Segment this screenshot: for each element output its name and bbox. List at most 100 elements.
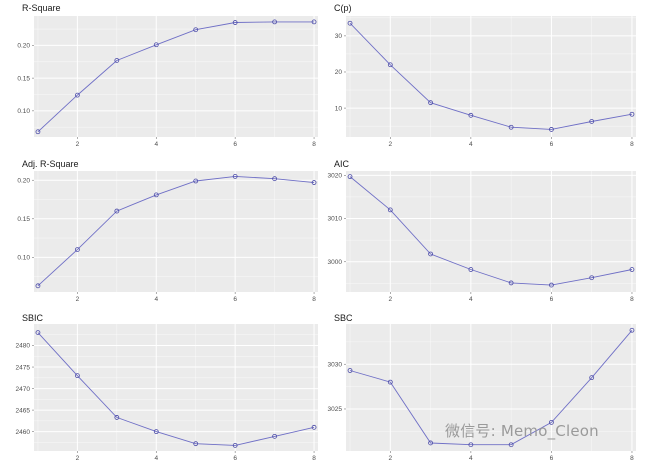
plot-panel [34,171,318,292]
data-point [35,330,41,336]
x-tick-label: 8 [630,455,634,462]
x-tick-label: 2 [76,141,80,148]
data-point [311,19,317,25]
x-tick-label: 2 [388,296,392,303]
data-point [114,415,120,420]
data-point [272,433,278,439]
y-tick-label: 0.20 [17,43,30,50]
data-point [549,282,554,288]
data-point [272,19,278,25]
data-point [114,208,120,214]
plot-panel [346,16,636,137]
chart-title: AIC [334,159,350,169]
y-tick-label: 0.10 [17,255,30,262]
data-point [589,119,595,124]
data-point [508,280,514,286]
data-point [74,92,80,98]
data-point [508,442,514,448]
data-point [232,173,238,179]
data-point [153,429,159,435]
x-tick-label: 6 [550,455,554,462]
data-point [387,379,393,385]
chart-title: Adj. R-Square [22,159,79,169]
chart-title: SBC [334,313,353,323]
y-tick-label: 2460 [16,429,31,436]
data-point [193,178,199,184]
y-tick-label: 0.10 [17,108,30,115]
series-line [37,175,315,287]
y-tick-label: 2475 [16,364,31,371]
data-point [153,192,159,198]
x-tick-label: 8 [312,141,316,148]
data-point [387,207,393,213]
x-tick-label: 8 [630,141,634,148]
x-tick-label: 2 [76,455,80,462]
data-point [387,62,393,68]
data-point [35,129,41,135]
y-tick-label: 3020 [328,173,343,180]
x-tick-label: 2 [76,296,80,303]
data-point [549,419,554,425]
y-tick-label: 10 [335,105,343,112]
y-tick-label: 3010 [328,216,343,223]
y-tick-label: 30 [335,33,343,40]
y-tick-label: 20 [335,69,343,76]
y-tick-label: 2465 [16,407,31,414]
x-tick-label: 6 [550,141,554,148]
series-line [349,176,633,286]
data-point [347,368,353,373]
x-tick-label: 4 [154,141,158,148]
y-tick-label: 2470 [16,386,31,393]
data-point [347,174,353,180]
x-tick-label: 2 [388,455,392,462]
chart-title: C(p) [334,3,352,13]
y-tick-label: 2480 [16,343,31,350]
data-point [549,127,554,132]
y-tick-label: 0.15 [17,216,30,223]
data-point [508,124,514,130]
y-tick-label: 3030 [328,361,343,368]
x-tick-label: 6 [233,141,237,148]
y-tick-label: 3000 [328,259,343,266]
series-line [349,22,633,130]
data-point [35,283,41,289]
data-point [74,247,80,253]
x-tick-label: 8 [630,296,634,303]
data-point [468,267,474,272]
data-point [629,267,635,272]
watermark-text: 微信号: Memo_Cleon [445,422,599,440]
data-point [589,275,595,281]
chart-title: SBIC [22,313,44,323]
data-point [589,375,595,381]
data-point [232,20,238,25]
data-point [428,440,433,446]
series-line [349,330,633,446]
plot-panel [346,171,636,292]
data-point [347,20,353,26]
data-point [428,251,433,257]
data-point [272,176,278,182]
data-point [114,58,120,63]
x-tick-label: 4 [469,141,473,148]
x-tick-label: 8 [312,296,316,303]
x-tick-label: 4 [154,296,158,303]
data-point [193,27,199,33]
data-point [468,112,474,118]
data-point [193,441,199,447]
data-point [468,442,474,448]
data-point [232,443,238,448]
data-point [153,42,159,48]
x-tick-label: 6 [233,455,237,462]
data-point [311,424,317,430]
x-tick-label: 4 [469,455,473,462]
x-tick-label: 6 [233,296,237,303]
data-point [629,327,635,333]
plot-panel [34,16,318,137]
x-tick-label: 4 [469,296,473,303]
x-tick-label: 2 [388,141,392,148]
x-tick-label: 8 [312,455,316,462]
chart-title: R-Square [22,3,61,13]
x-tick-label: 4 [154,455,158,462]
y-tick-label: 0.15 [17,75,30,82]
